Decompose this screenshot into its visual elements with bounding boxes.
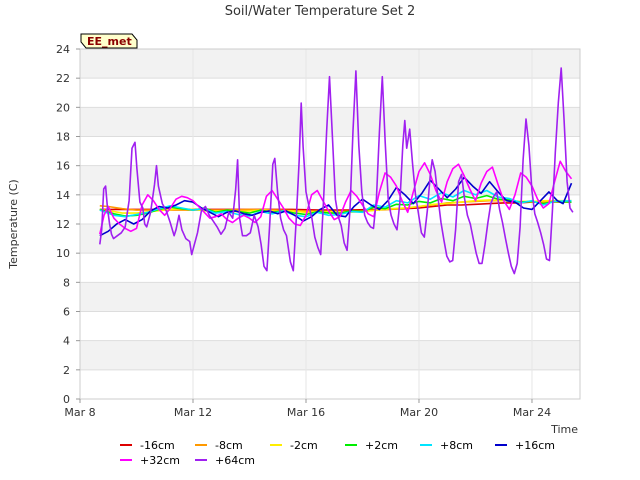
- plot-background-bands: [80, 49, 580, 370]
- series-line-+64cm: [99, 67, 574, 275]
- background-band: [80, 340, 580, 370]
- y-tick-label: 12: [56, 218, 70, 231]
- y-tick-label: 2: [63, 364, 70, 377]
- x-axis-label: Time: [550, 423, 578, 436]
- legend-item-+64cm: +64cm: [195, 454, 255, 467]
- background-band: [80, 224, 580, 254]
- legend-item--2cm: -2cm: [270, 439, 318, 452]
- x-tick-label: Mar 20: [400, 406, 438, 419]
- background-band: [80, 107, 580, 137]
- legend-label: +8cm: [440, 439, 473, 452]
- x-tick-label: Mar 12: [174, 406, 212, 419]
- x-tick-label: Mar 16: [287, 406, 325, 419]
- series-layer: [99, 67, 574, 275]
- site-tag: EE_met: [80, 33, 138, 49]
- y-tick-label: 18: [56, 131, 70, 144]
- legend-item-+2cm: +2cm: [345, 439, 398, 452]
- background-band: [80, 282, 580, 312]
- legend-item-+16cm: +16cm: [495, 439, 555, 452]
- series-line-+32cm: [99, 160, 573, 235]
- legend-item-+8cm: +8cm: [420, 439, 473, 452]
- y-tick-label: 8: [63, 276, 70, 289]
- legend-label: +2cm: [365, 439, 398, 452]
- y-axis-label: Temperature (C): [7, 179, 20, 269]
- x-tick-label: Mar 24: [513, 406, 551, 419]
- y-tick-label: 22: [56, 72, 70, 85]
- y-tick-label: 16: [56, 160, 70, 173]
- y-tick-label: 20: [56, 101, 70, 114]
- background-band: [80, 49, 580, 79]
- y-tick-label: 4: [63, 335, 70, 348]
- x-tick-label: Mar 8: [64, 406, 95, 419]
- series-line-+16cm: [99, 176, 573, 237]
- legend-label: -8cm: [215, 439, 243, 452]
- legend-item-+32cm: +32cm: [120, 454, 180, 467]
- site-tag-box: [80, 33, 138, 49]
- chart-title: Soil/Water Temperature Set 2: [225, 4, 416, 19]
- legend-label: +32cm: [140, 454, 180, 467]
- site-tag-label: EE_met: [87, 35, 132, 48]
- legend-item--8cm: -8cm: [195, 439, 243, 452]
- legend-item--16cm: -16cm: [120, 439, 175, 452]
- legend-label: +16cm: [515, 439, 555, 452]
- y-tick-label: 6: [63, 306, 70, 319]
- legend-label: +64cm: [215, 454, 255, 467]
- y-tick-label: 10: [56, 247, 70, 260]
- legend: -16cm -8cm -2cm +2cm +8cm +16cm +32cm +64cm: [120, 439, 555, 467]
- y-tick-label: 14: [56, 189, 70, 202]
- x-axis-ticks: Mar 8 Mar 12 Mar 16 Mar 20 Mar 24: [64, 399, 551, 419]
- legend-label: -2cm: [290, 439, 318, 452]
- y-tick-label: 0: [63, 393, 70, 406]
- y-tick-label: 24: [56, 43, 70, 56]
- legend-label: -16cm: [140, 439, 175, 452]
- series-line-+8cm: [99, 189, 572, 218]
